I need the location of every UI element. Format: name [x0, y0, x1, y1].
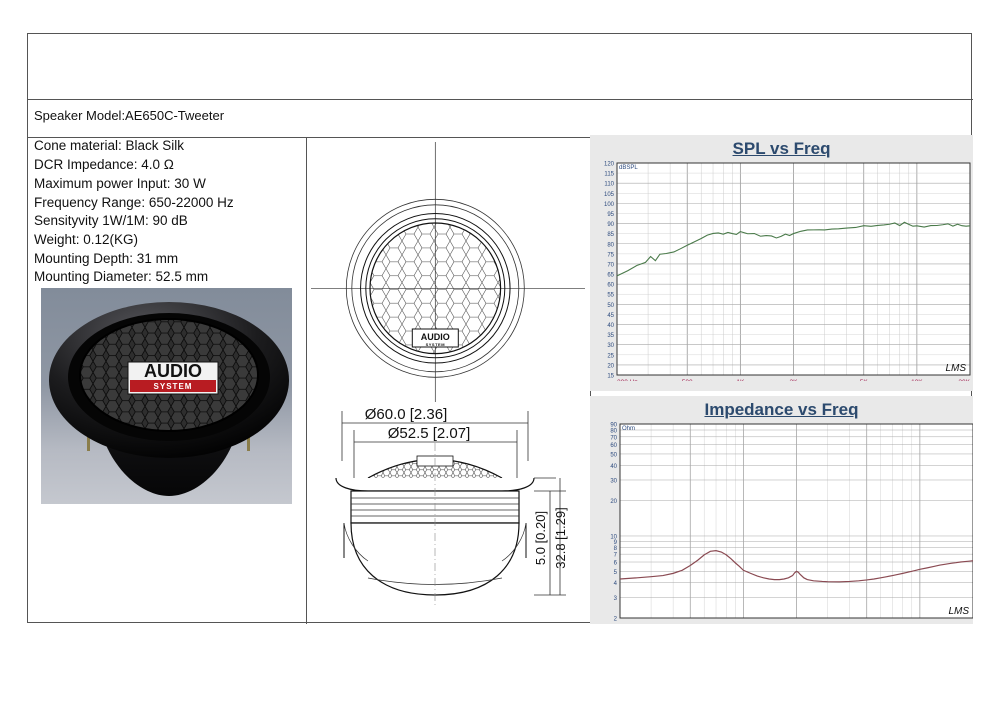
- svg-text:Ø52.5 [2.07]: Ø52.5 [2.07]: [388, 425, 471, 442]
- svg-text:2K: 2K: [790, 379, 799, 381]
- svg-text:110: 110: [604, 182, 614, 188]
- svg-text:60: 60: [610, 443, 617, 449]
- svg-text:50: 50: [607, 303, 614, 309]
- svg-text:70: 70: [610, 435, 617, 441]
- svg-text:4: 4: [614, 581, 618, 587]
- svg-text:32.8 [1.29]: 32.8 [1.29]: [553, 507, 568, 568]
- svg-text:80: 80: [607, 242, 614, 248]
- svg-text:SYSTEM: SYSTEM: [426, 342, 446, 347]
- svg-text:50: 50: [610, 452, 617, 458]
- svg-text:15: 15: [607, 374, 614, 380]
- svg-text:5.0 [0.20]: 5.0 [0.20]: [533, 511, 548, 565]
- svg-text:200 Hz: 200 Hz: [617, 379, 638, 381]
- svg-text:LMS: LMS: [948, 606, 969, 617]
- svg-text:30: 30: [607, 343, 614, 349]
- svg-text:100: 100: [604, 202, 615, 208]
- svg-text:10: 10: [610, 534, 617, 540]
- svg-text:70: 70: [607, 262, 614, 268]
- svg-text:65: 65: [607, 273, 614, 279]
- svg-text:90: 90: [607, 222, 614, 228]
- svg-text:120: 120: [604, 162, 615, 168]
- svg-text:Ø60.0 [2.36]: Ø60.0 [2.36]: [365, 406, 448, 423]
- svg-text:8: 8: [614, 546, 618, 552]
- svg-text:500: 500: [682, 379, 693, 381]
- svg-text:20: 20: [607, 363, 614, 369]
- svg-text:75: 75: [607, 252, 614, 258]
- svg-text:55: 55: [607, 293, 614, 299]
- svg-text:85: 85: [607, 232, 614, 238]
- svg-text:9: 9: [614, 540, 618, 546]
- svg-text:45: 45: [607, 313, 614, 319]
- svg-text:2: 2: [614, 617, 618, 623]
- svg-text:60: 60: [607, 283, 614, 289]
- svg-text:20: 20: [610, 499, 617, 505]
- svg-text:6: 6: [614, 561, 618, 567]
- svg-text:35: 35: [607, 333, 614, 339]
- svg-text:1K: 1K: [736, 379, 745, 381]
- svg-text:90: 90: [610, 423, 617, 429]
- svg-text:SYSTEM: SYSTEM: [154, 382, 193, 391]
- svg-text:105: 105: [604, 192, 615, 198]
- svg-text:25: 25: [607, 353, 614, 359]
- svg-text:LMS: LMS: [945, 363, 966, 374]
- svg-text:95: 95: [607, 212, 614, 218]
- svg-text:AUDIO: AUDIO: [421, 332, 450, 342]
- svg-text:40: 40: [610, 464, 617, 470]
- svg-text:5K: 5K: [860, 379, 869, 381]
- svg-text:40: 40: [607, 323, 614, 329]
- svg-text:dBSPL: dBSPL: [619, 165, 638, 171]
- svg-text:Ohm: Ohm: [622, 426, 635, 432]
- svg-text:5: 5: [614, 570, 618, 576]
- svg-text:20K: 20K: [958, 379, 970, 381]
- svg-text:AUDIO: AUDIO: [144, 361, 202, 381]
- svg-text:30: 30: [610, 478, 617, 484]
- svg-text:115: 115: [604, 172, 614, 178]
- svg-text:80: 80: [610, 429, 617, 435]
- svg-text:3: 3: [614, 596, 618, 602]
- svg-text:7: 7: [614, 553, 618, 559]
- svg-text:10K: 10K: [911, 379, 923, 381]
